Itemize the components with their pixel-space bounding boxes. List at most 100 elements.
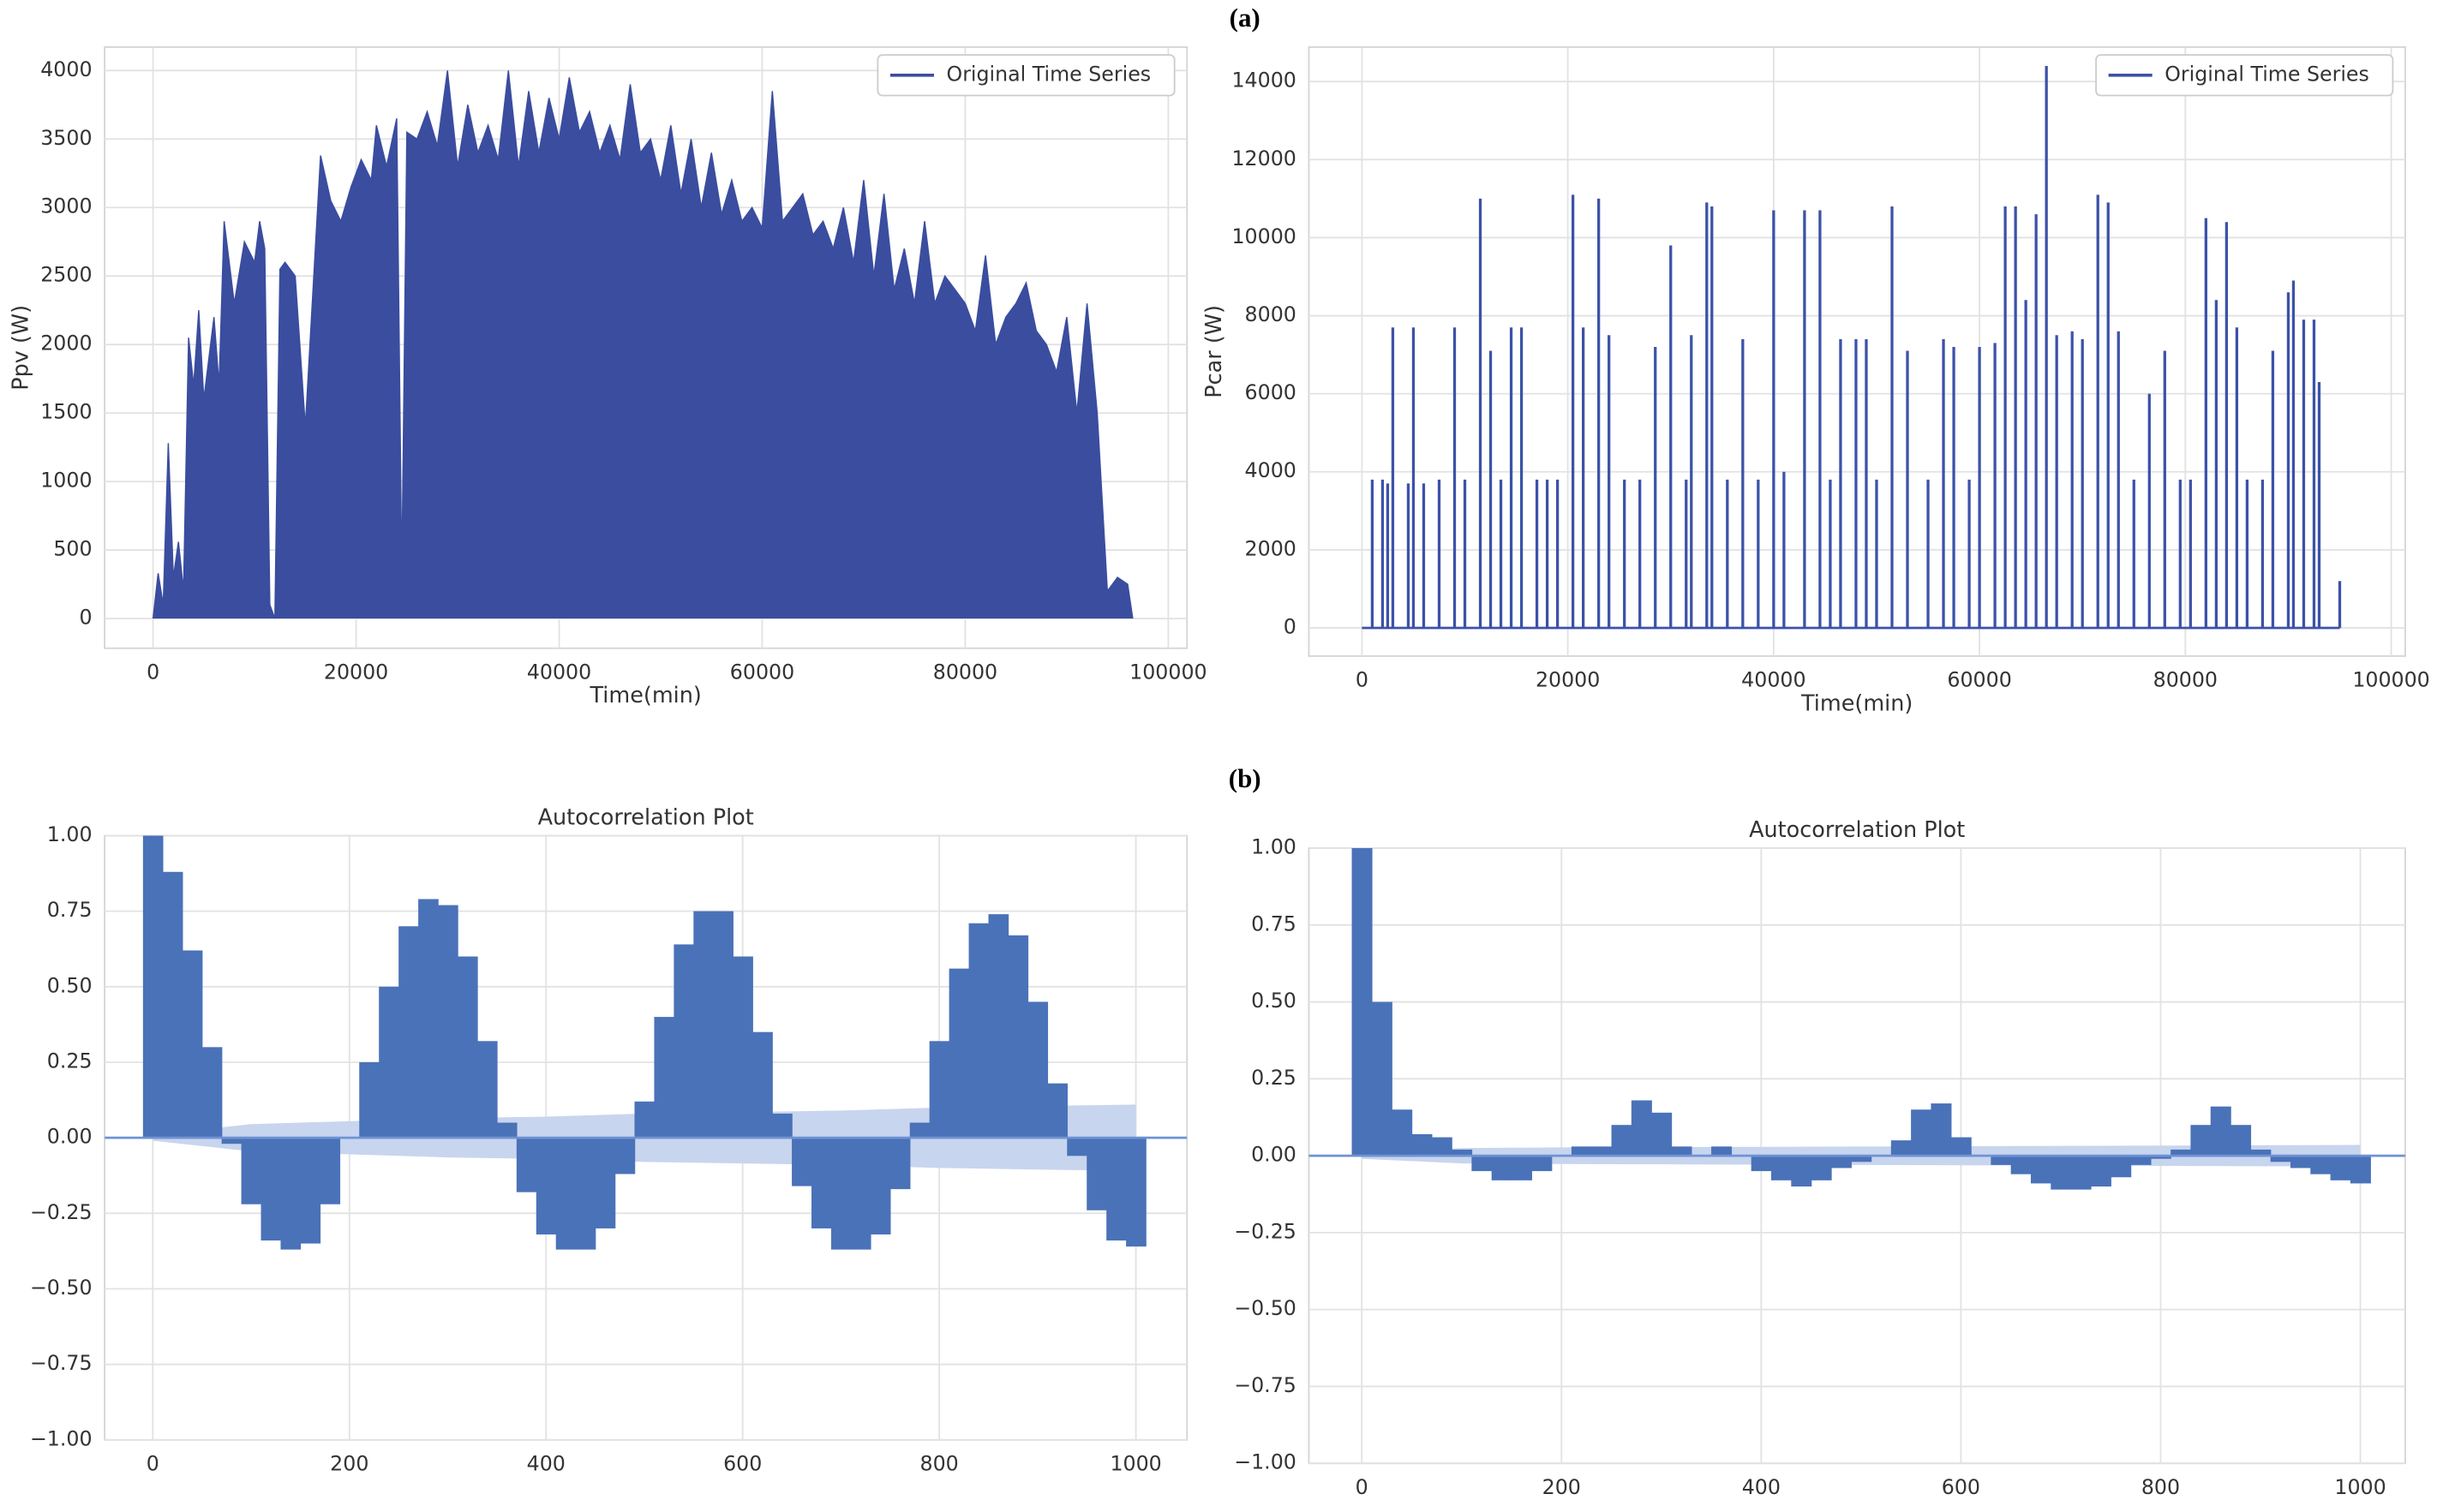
acf-bar bbox=[1106, 1138, 1127, 1241]
acf-bar bbox=[1431, 1137, 1452, 1156]
x-tick-label: 0 bbox=[147, 660, 159, 684]
acf-bar bbox=[2171, 1149, 2192, 1156]
acf-bar bbox=[418, 899, 439, 1138]
acf-bar bbox=[2130, 1156, 2152, 1165]
y-tick-label: 12000 bbox=[1231, 146, 1296, 170]
acf-bar bbox=[1851, 1156, 1872, 1162]
plot-data bbox=[105, 835, 1188, 1250]
acf-bar bbox=[1931, 1103, 1952, 1156]
y-tick-label: 0.00 bbox=[1251, 1143, 1296, 1167]
y-tick-label: 6000 bbox=[1245, 380, 1296, 404]
acf-bar bbox=[968, 923, 990, 1138]
plot-data bbox=[152, 70, 1134, 619]
acf-bar bbox=[1591, 1146, 1613, 1156]
x-tick-label: 800 bbox=[2141, 1475, 2180, 1499]
acf-bar bbox=[792, 1138, 812, 1186]
y-tick-label: −1.00 bbox=[30, 1426, 93, 1450]
acf-bar bbox=[221, 1138, 243, 1144]
acf-bar bbox=[457, 956, 478, 1138]
y-tick-label: 4000 bbox=[40, 57, 92, 81]
legend-label: Original Time Series bbox=[947, 62, 1152, 86]
x-axis-label: Time(min) bbox=[589, 683, 701, 708]
acf-bar bbox=[752, 1031, 773, 1138]
x-tick-label: 800 bbox=[920, 1452, 959, 1476]
y-tick-label: 0.00 bbox=[47, 1125, 93, 1149]
acf-bar bbox=[1067, 1138, 1087, 1156]
y-tick-label: 8000 bbox=[1245, 302, 1296, 326]
acf-bar bbox=[476, 1041, 498, 1138]
acf-bar bbox=[1027, 1001, 1049, 1138]
chart-title: Autocorrelation Plot bbox=[538, 804, 754, 830]
acf-bar bbox=[850, 1138, 871, 1250]
acf-bar bbox=[1571, 1146, 1592, 1156]
acf-bar bbox=[182, 950, 203, 1138]
acf-bar bbox=[260, 1138, 282, 1241]
acf-bar bbox=[909, 1122, 931, 1138]
acf-bar bbox=[398, 926, 419, 1138]
acf-bar bbox=[830, 1138, 852, 1250]
x-tick-label: 200 bbox=[330, 1452, 368, 1476]
acf-bar bbox=[2210, 1106, 2231, 1156]
y-tick-label: 14000 bbox=[1231, 69, 1296, 93]
x-tick-label: 1000 bbox=[2334, 1475, 2386, 1499]
y-tick-label: 0.50 bbox=[47, 973, 93, 997]
y-tick-label: 1500 bbox=[40, 400, 92, 424]
x-tick-label: 40000 bbox=[527, 660, 591, 684]
acf-bar bbox=[1371, 1001, 1392, 1156]
acf-bar bbox=[1791, 1156, 1812, 1187]
panel-label: (b) bbox=[1229, 763, 1261, 793]
y-tick-label: 500 bbox=[53, 537, 92, 561]
acf-bar bbox=[536, 1138, 557, 1235]
y-tick-label: −0.50 bbox=[30, 1276, 93, 1300]
acf-bar bbox=[1770, 1156, 1793, 1180]
acf-bar bbox=[280, 1138, 302, 1250]
acf-bar bbox=[1631, 1100, 1652, 1156]
acf-bar bbox=[1890, 1140, 1912, 1156]
acf-bar bbox=[654, 1017, 675, 1138]
acf-bar bbox=[1830, 1156, 1852, 1168]
x-tick-label: 600 bbox=[1942, 1475, 1980, 1499]
acf-bar bbox=[1950, 1137, 1972, 1156]
acf-bar bbox=[2310, 1156, 2332, 1174]
x-tick-label: 20000 bbox=[324, 660, 388, 684]
acf-bar bbox=[772, 1113, 793, 1138]
legend-box bbox=[877, 54, 1176, 97]
y-tick-label: 0.25 bbox=[1251, 1066, 1296, 1090]
acf-bar bbox=[1411, 1133, 1433, 1156]
acf-bar bbox=[1452, 1149, 1473, 1156]
acf-bar bbox=[2150, 1156, 2171, 1159]
acf-bar bbox=[1751, 1156, 1772, 1172]
series-area bbox=[152, 70, 1134, 619]
acf-bar bbox=[2230, 1125, 2252, 1156]
acf-bar bbox=[516, 1138, 537, 1192]
x-tick-label: 400 bbox=[527, 1452, 566, 1476]
y-tick-label: 1000 bbox=[40, 469, 92, 493]
y-tick-label: 0.75 bbox=[47, 898, 93, 922]
acf-bar bbox=[949, 968, 970, 1138]
y-tick-label: 0 bbox=[79, 606, 92, 630]
legend-box bbox=[2095, 54, 2394, 97]
acf-bar bbox=[1711, 1146, 1733, 1156]
y-tick-label: −0.25 bbox=[30, 1200, 93, 1224]
acf-bar bbox=[1671, 1146, 1692, 1156]
y-tick-label: 4000 bbox=[1245, 458, 1296, 482]
acf-bar bbox=[1531, 1156, 1553, 1172]
acf-bar bbox=[201, 1047, 223, 1138]
y-tick-label: 0 bbox=[1284, 614, 1296, 638]
acf-bar bbox=[142, 835, 164, 1138]
acf-bar bbox=[1392, 1109, 1413, 1156]
acf-bar bbox=[1811, 1156, 1832, 1180]
x-tick-label: 100000 bbox=[1129, 660, 1207, 684]
x-tick-label: 60000 bbox=[1947, 668, 2011, 692]
x-tick-label: 0 bbox=[1356, 1475, 1368, 1499]
acf-bar bbox=[693, 911, 715, 1138]
y-tick-label: −1.00 bbox=[1234, 1450, 1296, 1474]
acf-bar bbox=[2250, 1149, 2272, 1156]
y-tick-label: 2000 bbox=[40, 332, 92, 356]
plot-data bbox=[1308, 848, 2405, 1190]
legend-label: Original Time Series bbox=[2165, 62, 2369, 86]
y-tick-label: 10000 bbox=[1231, 224, 1296, 248]
y-tick-label: 0.50 bbox=[1251, 989, 1296, 1013]
acf-bar bbox=[2030, 1156, 2051, 1184]
